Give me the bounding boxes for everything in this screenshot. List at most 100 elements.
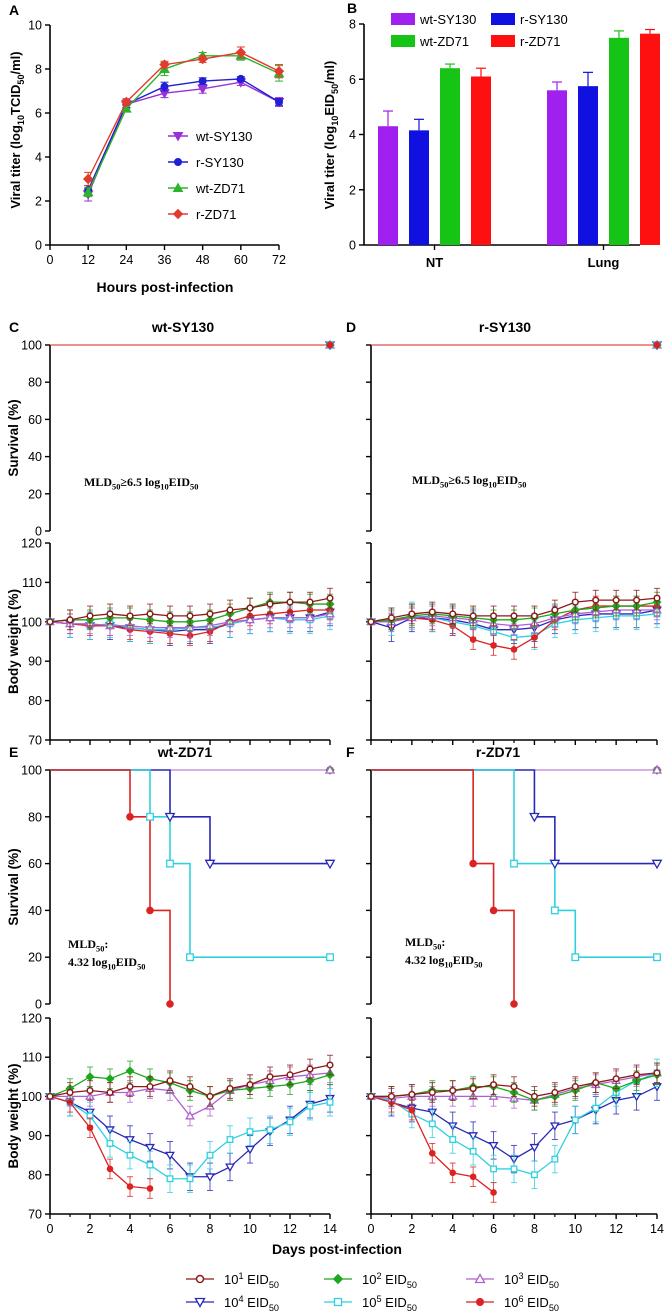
weight-point-10^1 [186,1083,194,1091]
weight-point-10^1 [592,1079,600,1087]
y-tick-label: 110 [22,1051,42,1065]
y-tick-label: 20 [28,951,42,965]
weight-point-10^6 [428,1149,436,1157]
panel-F2-axes: 0 2 4 6 8 10 12 14 [366,1017,664,1236]
weight-point-10^1 [246,1081,254,1089]
legend-marker-r-SY130 [174,158,182,166]
y-tick-label: 40 [28,450,42,464]
x-tick-label: 10 [243,1222,257,1236]
weight-point-10^1 [449,1086,457,1095]
weight-point-10^3 [245,614,255,624]
weight-point-10^6 [469,1173,477,1181]
survival-marker-10^6 [510,1000,518,1008]
survival-marker-10^5 [510,859,518,868]
weight-point-10^1 [326,594,334,602]
weight-point-10^1 [387,1092,395,1100]
data-point-r-ZD71 [273,65,285,77]
legend-marker-10^2 [332,1273,344,1285]
weight-point-10^6 [531,634,538,641]
bar-wt-ZD71-Lung [609,37,629,245]
weight-point-10^1 [387,614,395,622]
x-tick-label-NT: NT [426,255,443,270]
survival-end-marker-10^6 [653,341,661,349]
weight-point-10^2 [125,1066,135,1076]
weight-point-10^4 [529,1143,540,1153]
legend-a: wt-SY130 r-SY130 wt-ZD71 r-ZD71 [168,129,252,222]
weight-curve-10^6 [49,1095,151,1190]
data-point-r-ZD71 [197,53,208,65]
survival-marker-10^4 [651,859,663,870]
weight-point-10^5 [326,1098,334,1106]
y-tick-label: 60 [28,413,42,427]
weight-point-10^4 [125,1136,135,1145]
weight-point-10^1 [86,612,94,620]
y-tick-label: 4 [349,128,356,142]
weight-point-10^4 [549,1122,560,1131]
weight-point-10^1 [106,1088,114,1097]
legend-label-10^1: 101 EID50 [224,1271,279,1290]
weight-point-10^1 [653,594,661,602]
legend-label-r-ZD71: r-ZD71 [520,34,560,49]
weight-point-10^1 [286,1071,294,1079]
weight-point-10^2 [105,1074,115,1084]
panel-F-curves [371,764,663,1008]
legend-label-10^2: 102 EID50 [362,1271,417,1290]
weight-point-10^1 [46,1092,54,1100]
y-tick-label: 100 [21,764,42,778]
y-tick-label: 6 [35,107,42,121]
x-tick-label: 12 [81,253,95,267]
panel-title-C: wt-SY130 [151,319,214,335]
weight-point-10^5 [510,1165,518,1173]
panel-E-axes: 0 20 40 60 80 100 [21,764,51,1012]
legend-marker-wt-SY130 [172,132,184,142]
panel-D2-curves [366,587,662,660]
survival-marker-10^5 [186,953,194,962]
x-tick-label: 14 [323,1222,337,1236]
x-axis-title-a: Hours post-infection [97,279,234,295]
weight-point-10^3 [285,612,295,622]
weight-point-10^1 [166,612,174,620]
legend-swatch-r-ZD71 [491,35,515,47]
y-tick-label: 120 [21,537,42,551]
legend-marker-r-ZD71 [172,208,184,220]
weight-point-10^1 [166,1077,174,1085]
legend-marker-10^3 [474,1273,486,1284]
legend-label-wt-ZD71: wt-ZD71 [419,34,469,49]
weight-point-10^1 [186,612,194,620]
weight-point-10^1 [510,1083,518,1091]
y-tick-label: 70 [28,1208,42,1222]
x-tick-label: 6 [167,1222,174,1236]
survival-marker-10^6 [166,1000,174,1008]
legend-label-10^4: 104 EID50 [224,1294,279,1313]
weight-point-10^1 [469,1085,477,1093]
x-tick-label: 72 [272,253,286,267]
weight-point-10^5 [246,1128,254,1136]
y-tick-label: 120 [21,1012,42,1026]
weight-point-10^4 [488,1141,499,1151]
data-point-r-ZD71 [82,173,94,185]
y-tick-label: 4 [35,151,42,165]
mld-annotation-D: MLD50≥6.5 log10EID50 [412,473,526,490]
y-tick-label: 0 [35,998,42,1012]
panel-D-axes [366,344,372,532]
legend-label-wt-ZD71: wt-ZD71 [195,181,245,196]
data-point-r-ZD71 [159,59,170,70]
series-line-r-SY130 [87,78,280,191]
weight-point-10^5 [469,1147,477,1155]
panel-E2-curves [45,1054,335,1199]
survival-marker-10^5 [550,906,559,915]
weight-point-10^1 [367,618,375,626]
weight-point-10^4 [205,1173,215,1182]
weight-point-10^5 [186,1175,194,1183]
x-tick-label: 12 [609,1222,623,1236]
bar-r-ZD71-Lung [640,33,660,246]
weight-point-10^1 [633,1071,641,1079]
y-tick-label: 100 [21,615,42,629]
weight-point-10^6 [126,1183,134,1190]
mld-annotation-F: MLD50: [405,935,445,952]
legend-marker-10^4 [194,1297,206,1308]
weight-point-10^1 [206,1092,214,1100]
mld-annotation-E: MLD50: [68,937,108,954]
y-tick-label: 80 [28,810,42,824]
weight-point-10^1 [612,596,620,604]
